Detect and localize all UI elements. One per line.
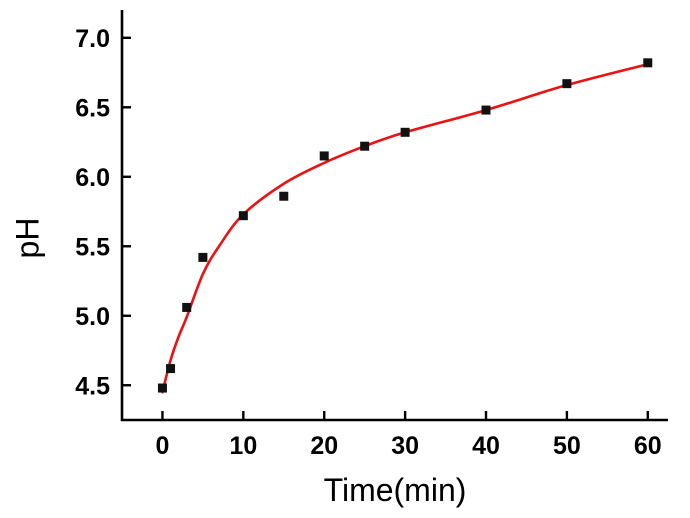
y-tick-label: 4.5 [75, 372, 110, 400]
x-tick-label: 20 [310, 432, 338, 460]
fit-curve [161, 62, 650, 394]
x-axis-title: Time(min) [323, 472, 467, 508]
x-tick-label: 40 [472, 432, 500, 460]
y-axis-title: pH [9, 217, 46, 259]
y-tick-label: 6.5 [75, 94, 110, 122]
data-point-marker [157, 383, 167, 393]
x-tick-label: 60 [634, 432, 662, 460]
y-tick-label: 5.5 [75, 233, 110, 261]
data-point-marker [562, 79, 572, 89]
data-point-marker [481, 105, 491, 115]
x-tick-label: 10 [229, 432, 257, 460]
y-tick-label: 6.0 [75, 164, 110, 192]
data-point-marker [360, 141, 370, 151]
data-point-marker [400, 127, 410, 137]
data-point-marker [279, 191, 289, 201]
data-point-marker [238, 211, 248, 221]
y-tick-label: 5.0 [75, 303, 110, 331]
y-tick-label: 7.0 [75, 25, 110, 53]
data-point-marker [198, 252, 208, 262]
x-tick-label: 30 [391, 432, 419, 460]
x-tick-label: 0 [155, 432, 169, 460]
data-point-marker [319, 151, 329, 161]
data-point-marker [166, 364, 176, 374]
axes-frame [120, 10, 668, 422]
data-point-marker [643, 58, 653, 68]
data-point-marker [182, 302, 192, 312]
x-tick-label: 50 [553, 432, 581, 460]
